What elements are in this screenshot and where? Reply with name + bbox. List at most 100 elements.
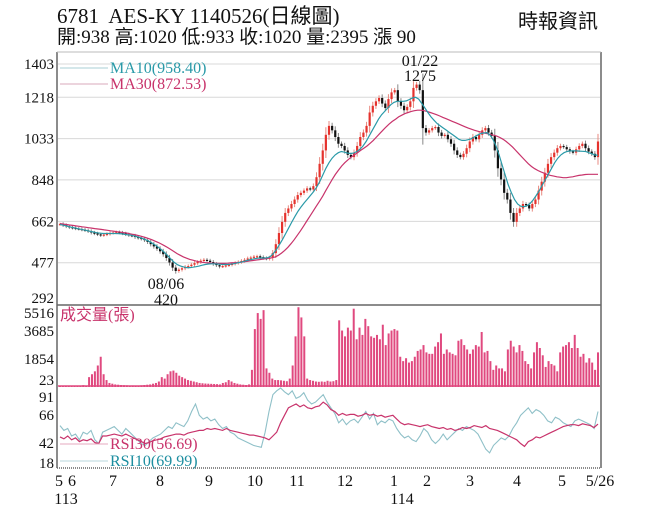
candle-body: [565, 147, 568, 150]
candle-body: [349, 154, 352, 158]
rsi30-line: [59, 401, 599, 448]
candle-body: [459, 154, 462, 158]
volume-bar: [495, 365, 498, 387]
volume-bar: [175, 372, 178, 387]
volume-bar: [460, 339, 463, 387]
volume-bar: [320, 381, 323, 387]
candle-body: [277, 233, 281, 245]
candle-body: [393, 90, 396, 93]
candle-body: [478, 134, 481, 140]
x-tick-label: 4: [513, 473, 521, 490]
candle-body: [365, 125, 368, 133]
volume-bar: [262, 310, 265, 387]
volume-bar: [186, 380, 189, 387]
volume-bar: [326, 380, 329, 387]
volume-bar: [280, 380, 283, 387]
volume-bar: [559, 352, 562, 387]
candle-body: [334, 130, 337, 138]
y-tick-label: 66: [39, 408, 55, 424]
volume-bar: [448, 352, 451, 387]
candle-body: [431, 128, 434, 131]
y-tick-label: 91: [39, 390, 54, 406]
candle-body: [537, 190, 540, 200]
volume-bar: [591, 362, 594, 387]
volume-bar: [544, 366, 547, 387]
volume-bar: [573, 334, 576, 387]
candle-body: [528, 205, 531, 209]
volume-bar: [527, 364, 530, 387]
volume-bar: [445, 349, 448, 387]
y-tick-label: 1854: [24, 352, 55, 368]
candle-body: [562, 145, 565, 148]
volume-bar: [154, 382, 157, 387]
candle-body: [168, 258, 171, 263]
candle-body: [318, 163, 321, 178]
volume-bar: [492, 369, 495, 387]
candle-body: [534, 199, 537, 204]
candle-body: [581, 143, 584, 146]
volume-bar: [88, 377, 91, 387]
x-tick-label: 2: [423, 473, 431, 490]
volume-bar: [271, 378, 274, 387]
volume-bar: [93, 371, 96, 387]
x-tick-label: 7: [109, 473, 117, 490]
candle-body: [396, 90, 399, 102]
volume-bar: [358, 327, 361, 387]
volume-bar: [157, 381, 160, 387]
x-tick-label: 1: [390, 473, 398, 490]
candle-body: [559, 145, 562, 149]
volume-bar: [96, 365, 99, 387]
candle-body: [421, 90, 424, 129]
low-annotation-date: 08/06: [148, 276, 184, 293]
x-tick-label: 5: [558, 473, 566, 490]
candle-body: [415, 84, 418, 88]
y-tick-label: 18: [39, 456, 54, 472]
candle-body: [462, 153, 465, 158]
candle-body: [221, 266, 224, 268]
candle-body: [327, 125, 331, 135]
candle-body: [406, 106, 409, 111]
volume-bar: [489, 361, 492, 387]
x-tick-label: 10: [247, 473, 263, 490]
candle-body: [190, 264, 193, 267]
candle-body: [171, 262, 174, 268]
rsi10-line: [59, 387, 599, 454]
candle-body: [471, 137, 474, 142]
volume-bar: [550, 364, 553, 387]
volume-bar: [195, 382, 198, 387]
volume-bar: [454, 355, 457, 387]
candle-body: [387, 99, 390, 109]
candle-body: [362, 132, 365, 138]
volume-bar: [451, 353, 454, 387]
volume-bar: [437, 342, 440, 387]
candle-body: [456, 150, 459, 155]
volume-bar: [399, 356, 402, 387]
candle-body: [553, 152, 556, 158]
volume-bar: [343, 336, 346, 387]
y-tick-label: 5516: [24, 306, 55, 322]
candle-body: [249, 257, 252, 259]
candle-body: [515, 212, 518, 222]
candle-body: [196, 262, 199, 264]
candle-body: [149, 241, 152, 245]
volume-bar: [515, 352, 518, 387]
volume-bar: [419, 349, 422, 387]
volume-bar: [547, 361, 550, 387]
volume-bar: [425, 352, 428, 387]
volume-bar: [384, 345, 387, 387]
volume-bar: [486, 350, 489, 387]
volume-bar: [483, 352, 486, 387]
candle-body: [218, 265, 221, 267]
volume-bar: [163, 378, 166, 387]
candle-body: [418, 84, 421, 91]
volume-bar: [332, 381, 335, 387]
volume-bar: [221, 382, 224, 387]
candle-body: [427, 130, 431, 133]
candle-body: [324, 134, 327, 151]
gridlines: [58, 63, 600, 264]
volume-bar: [375, 334, 378, 387]
volume-bar: [259, 318, 262, 387]
volume-bar: [442, 353, 445, 387]
